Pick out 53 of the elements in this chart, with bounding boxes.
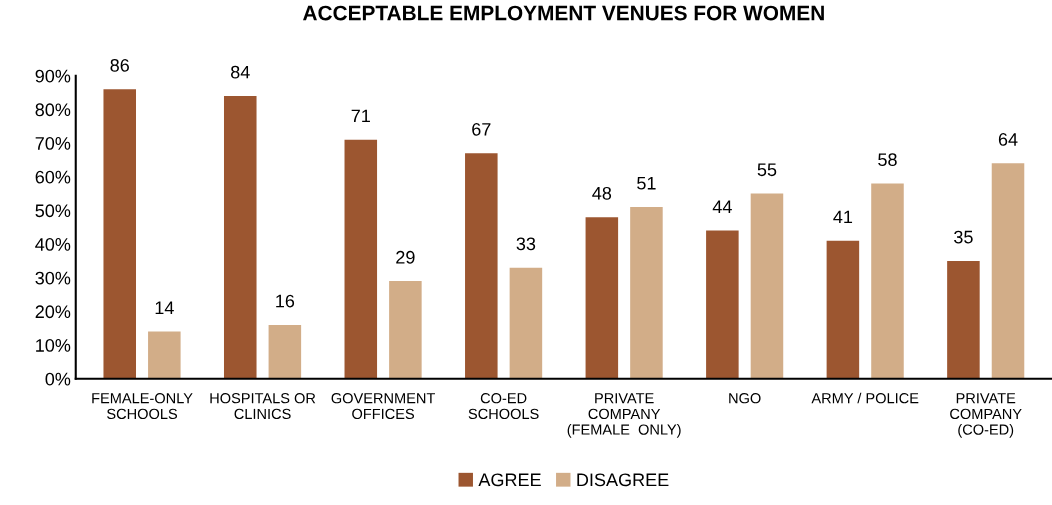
x-tick-label: PRIVATE COMPANY (CO-ED): [950, 393, 1022, 438]
data-label: 35: [954, 230, 973, 244]
data-label: 48: [592, 186, 612, 200]
bar: [630, 207, 663, 379]
x-tick-label: ARMY / POLICE: [811, 392, 919, 404]
data-label: 71: [351, 109, 370, 123]
y-tick-label: 30%: [35, 271, 71, 285]
data-label: 84: [231, 65, 250, 79]
x-tick-label: GOVERNMENT OFFICES: [331, 393, 436, 420]
data-label: 33: [516, 237, 536, 251]
data-label: 64: [998, 133, 1018, 146]
bar: [991, 163, 1025, 379]
bar: [947, 260, 980, 379]
data-label: 67: [472, 122, 491, 136]
bar: [585, 217, 619, 379]
y-tick-label: 80%: [35, 103, 71, 117]
chart-title: ACCEPTABLE EMPLOYMENT VENUES FOR WOMEN: [302, 5, 824, 21]
bar: [268, 324, 302, 379]
data-label: 16: [276, 294, 295, 308]
x-tick-label: PRIVATE COMPANY (FEMALE ONLY): [567, 393, 681, 438]
bar: [148, 331, 181, 379]
data-label: 55: [757, 163, 777, 177]
legend-label: DISAGREE: [577, 473, 669, 487]
data-label: 29: [396, 250, 415, 264]
y-tick-label: 10%: [36, 339, 71, 352]
data-label: 41: [833, 210, 853, 224]
x-tick-label: NGO: [729, 393, 761, 404]
x-tick-label: HOSPITALS OR CLINICS: [210, 393, 316, 420]
data-label: 86: [110, 58, 129, 72]
data-label: 14: [155, 301, 174, 314]
bar: [826, 240, 860, 379]
bar: [509, 267, 543, 379]
bar: [389, 281, 422, 379]
y-tick-label: 70%: [35, 137, 71, 150]
bar: [750, 193, 784, 379]
y-tick-label: 20%: [35, 305, 71, 319]
bar: [871, 183, 904, 379]
bar: [465, 153, 498, 379]
y-tick-label: 50%: [35, 204, 71, 218]
bar: [706, 230, 739, 379]
data-label: 44: [712, 200, 732, 213]
data-label: 51: [637, 176, 656, 190]
x-tick-label: FEMALE-ONLY SCHOOLS: [92, 393, 193, 420]
y-tick-label: 40%: [35, 238, 71, 251]
bar: [103, 89, 137, 379]
y-tick-label: 90%: [35, 69, 71, 83]
legend-label: AGREE: [478, 473, 541, 487]
y-tick-label: 0%: [45, 372, 71, 386]
bar: [344, 139, 378, 379]
y-tick-label: 60%: [35, 170, 71, 184]
bar: [223, 95, 257, 379]
x-tick-label: CO-ED SCHOOLS: [468, 393, 539, 420]
data-label: 58: [878, 153, 897, 167]
